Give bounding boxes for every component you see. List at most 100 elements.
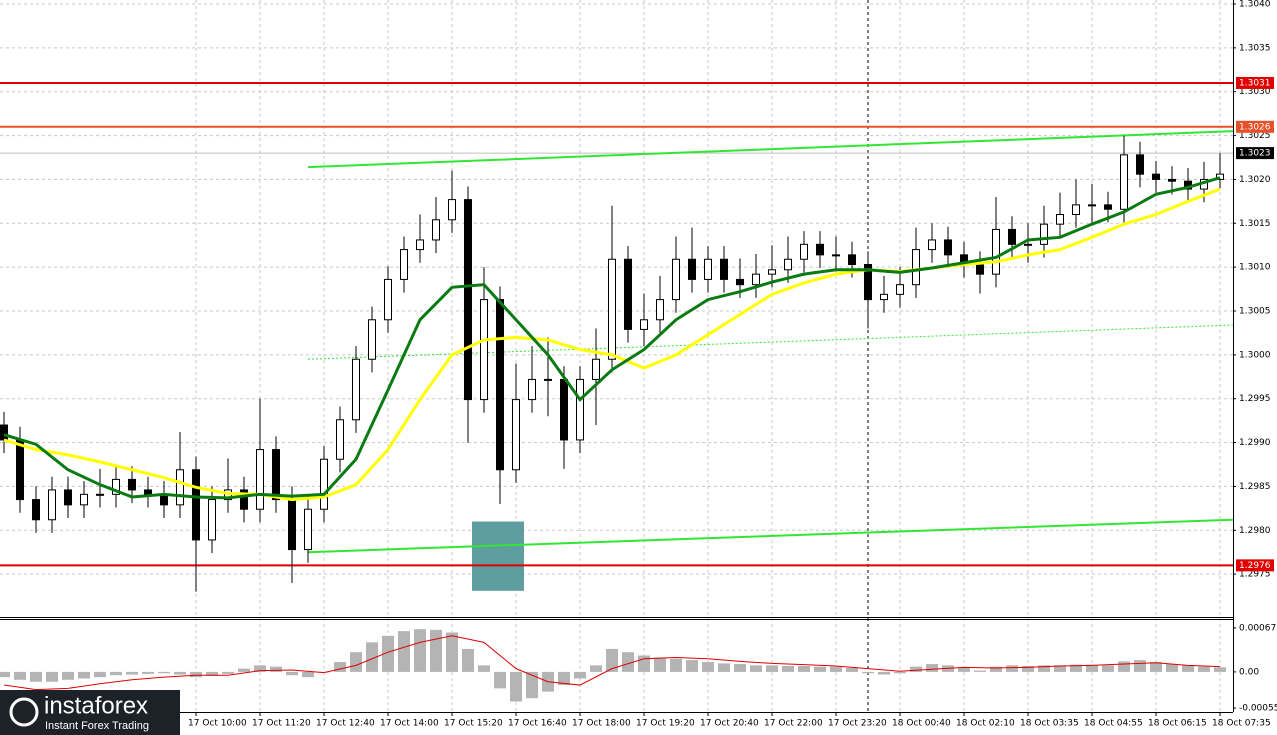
macd-bar	[478, 665, 490, 672]
y-tick-label: 1.2990	[1239, 438, 1271, 448]
candle-body	[256, 449, 264, 510]
candle-body	[640, 319, 648, 330]
macd-bar	[1022, 666, 1034, 672]
candle-body	[240, 489, 248, 510]
indicator-layer	[0, 629, 1226, 702]
macd-bar	[686, 660, 698, 672]
macd-bar	[1150, 662, 1162, 672]
candle-body	[688, 258, 696, 280]
logo-box	[0, 690, 180, 735]
candle-body	[112, 478, 120, 495]
macd-bar	[398, 631, 410, 672]
x-tick-label: 18 Oct 00:40	[892, 719, 951, 729]
y-tick-label: 1.3020	[1239, 175, 1271, 185]
x-tick-label: 17 Oct 10:00	[188, 719, 247, 729]
macd-bar	[510, 671, 522, 702]
macd-bar	[62, 671, 74, 680]
y-tick-label: 1.3040	[1239, 0, 1271, 10]
macd-bar	[862, 671, 874, 674]
moving-average	[3, 176, 1221, 500]
macd-bar	[270, 666, 282, 672]
candle-body	[48, 489, 56, 521]
macd-bar	[206, 671, 218, 676]
level-label: 1.2976	[1239, 561, 1271, 571]
logo-tagline: Instant Forex Trading	[45, 720, 149, 732]
candle-body	[320, 458, 328, 510]
macd-bar	[798, 666, 810, 672]
candle-body	[400, 249, 408, 280]
macd-bar	[174, 671, 186, 675]
candle-body	[512, 399, 520, 471]
x-tick-label: 17 Oct 23:20	[828, 719, 887, 729]
y-tick-label: 1.3015	[1239, 219, 1271, 229]
x-tick-label: 17 Oct 19:20	[636, 719, 695, 729]
x-tick-label: 18 Oct 02:10	[956, 719, 1015, 729]
candle-body	[192, 469, 200, 541]
macd-bar	[30, 671, 42, 682]
macd-bar	[590, 665, 602, 672]
candle-body	[592, 358, 600, 380]
level-label-box	[1236, 120, 1274, 133]
macd-bar	[1118, 661, 1130, 672]
candle-body	[80, 493, 88, 506]
candle-body	[944, 239, 952, 256]
macd-bar	[1198, 666, 1210, 672]
candle-body	[768, 269, 776, 275]
candle-body	[432, 219, 440, 241]
macd-bar	[526, 671, 538, 699]
candle-body	[288, 499, 296, 551]
y-tick-label: 1.3000	[1239, 350, 1271, 360]
candle-body	[496, 299, 504, 471]
y-tick-label: 1.2980	[1239, 526, 1271, 536]
level-label: 1.3031	[1239, 78, 1271, 88]
level-label: 1.3023	[1239, 149, 1271, 159]
candle-body	[720, 258, 728, 280]
macd-bar	[846, 667, 858, 672]
candle-body	[992, 228, 1000, 275]
candle-body	[1088, 204, 1096, 207]
candle-body	[272, 449, 280, 501]
candle-body	[672, 258, 680, 301]
y-tick-label: 1.2985	[1239, 482, 1271, 492]
x-tick-label: 17 Oct 12:40	[316, 719, 375, 729]
logo-name: instaforex	[44, 692, 148, 719]
macd-bar	[446, 632, 458, 672]
macd-bar	[782, 666, 794, 672]
macd-bar	[926, 664, 938, 672]
candle-body	[1216, 173, 1224, 180]
macd-bar	[654, 657, 666, 672]
candle-body	[864, 264, 872, 301]
x-tick-label: 18 Oct 07:35	[1212, 719, 1271, 729]
macd-bar	[382, 635, 394, 672]
candle-body	[1168, 178, 1176, 182]
x-tick-label: 17 Oct 18:00	[572, 719, 631, 729]
candle-body	[480, 299, 488, 401]
candle-body	[896, 284, 904, 295]
candle-body	[384, 278, 392, 321]
candle-body	[16, 439, 24, 501]
trendline	[307, 518, 1233, 554]
candle-body	[1056, 214, 1064, 225]
candle-body	[816, 243, 824, 256]
macd-bar	[702, 662, 714, 672]
macd-signal	[3, 635, 1221, 691]
level-label: 1.3026	[1239, 122, 1271, 132]
candle-body	[1040, 223, 1048, 245]
candle-body	[1104, 204, 1112, 210]
candle-body	[784, 258, 792, 271]
macd-bar	[1214, 667, 1226, 672]
macd-bar	[126, 671, 138, 675]
candle-body	[368, 319, 376, 360]
macd-bar	[286, 671, 298, 676]
candle-body	[528, 378, 536, 401]
macd-bar	[734, 664, 746, 672]
candle-body	[1136, 154, 1144, 175]
candle-body	[832, 254, 840, 257]
macd-bar	[990, 666, 1002, 672]
indicator-y-tick-label: 0.00	[1239, 667, 1259, 677]
candle-body	[880, 293, 888, 301]
macd-bar	[750, 665, 762, 672]
